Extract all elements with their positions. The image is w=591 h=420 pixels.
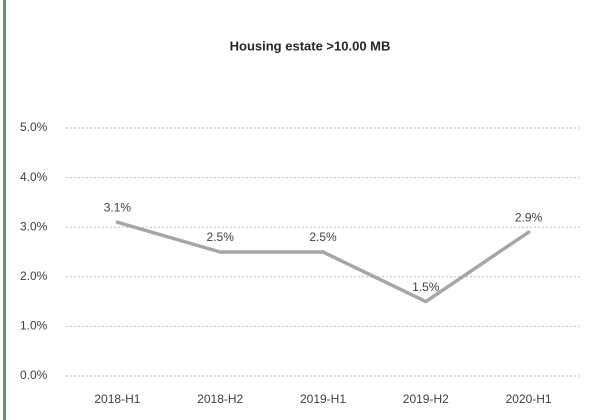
data-label: 2.5% <box>207 230 235 244</box>
data-label: 1.5% <box>412 280 440 294</box>
x-tick-label: 2020-H1 <box>506 392 552 406</box>
x-tick-label: 2018-H1 <box>94 392 140 406</box>
y-tick-label: 4.0% <box>20 170 48 184</box>
y-tick-label: 3.0% <box>20 219 48 233</box>
data-line <box>115 220 531 304</box>
data-label: 2.9% <box>515 210 543 224</box>
y-tick-label: 1.0% <box>20 319 48 333</box>
chart-title: Housing estate >10.00 MB <box>230 38 391 53</box>
y-tick-label: 0.0% <box>20 368 48 382</box>
x-tick-label: 2019-H1 <box>300 392 346 406</box>
y-tick-label: 2.0% <box>20 269 48 283</box>
y-tick-label: 5.0% <box>20 120 48 134</box>
side-bar <box>3 0 6 420</box>
data-label: 3.1% <box>104 200 132 214</box>
data-label: 2.5% <box>309 230 337 244</box>
x-tick-label: 2019-H2 <box>403 392 449 406</box>
x-tick-label: 2018-H2 <box>197 392 243 406</box>
